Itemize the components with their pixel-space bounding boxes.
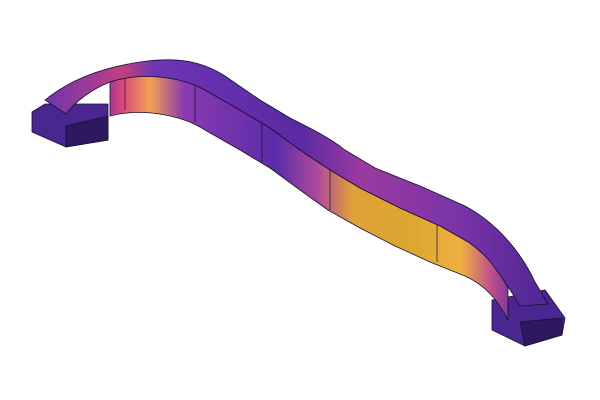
section-edges xyxy=(124,78,438,262)
top-face xyxy=(44,59,549,307)
left-foot xyxy=(31,103,109,148)
